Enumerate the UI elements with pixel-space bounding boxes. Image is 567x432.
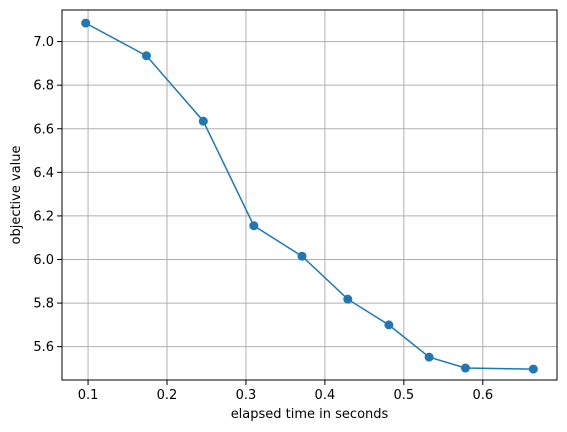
- x-tick-label: 0.1: [78, 388, 99, 403]
- grid: [62, 10, 557, 380]
- y-tick-label: 6.6: [33, 122, 54, 137]
- x-tick-label: 0.4: [315, 388, 336, 403]
- data-point: [81, 18, 91, 28]
- y-tick-label: 5.8: [33, 297, 54, 312]
- data-point: [198, 116, 208, 126]
- y-axis-ticks: 5.6 5.8 6.0 6.2 6.4 6.6 6.8 7.0: [33, 35, 62, 355]
- series-line: [85, 22, 534, 370]
- x-tick-label: 0.3: [236, 388, 257, 403]
- x-axis-label: elapsed time in seconds: [231, 407, 389, 422]
- data-point: [424, 352, 434, 362]
- y-tick-label: 5.6: [33, 340, 54, 355]
- data-point: [297, 251, 307, 261]
- data-point: [384, 320, 394, 330]
- x-axis-ticks: 0.1 0.2 0.3 0.4 0.5 0.6: [78, 380, 493, 403]
- y-axis-label: objective value: [9, 145, 24, 244]
- y-tick-label: 6.8: [33, 79, 54, 94]
- y-tick-label: 6.4: [33, 166, 54, 181]
- data-point: [249, 221, 259, 231]
- plot-frame: [61, 9, 558, 381]
- x-tick-label: 0.6: [472, 388, 493, 403]
- data-point: [343, 294, 353, 304]
- x-tick-label: 0.2: [157, 388, 178, 403]
- y-tick-label: 6.2: [33, 209, 54, 224]
- y-tick-label: 6.0: [33, 253, 54, 268]
- data-point: [460, 363, 470, 373]
- data-point: [528, 364, 538, 374]
- y-tick-label: 7.0: [33, 35, 54, 50]
- x-tick-label: 0.5: [393, 388, 414, 403]
- data-point: [141, 51, 151, 61]
- series-layer: [81, 18, 538, 374]
